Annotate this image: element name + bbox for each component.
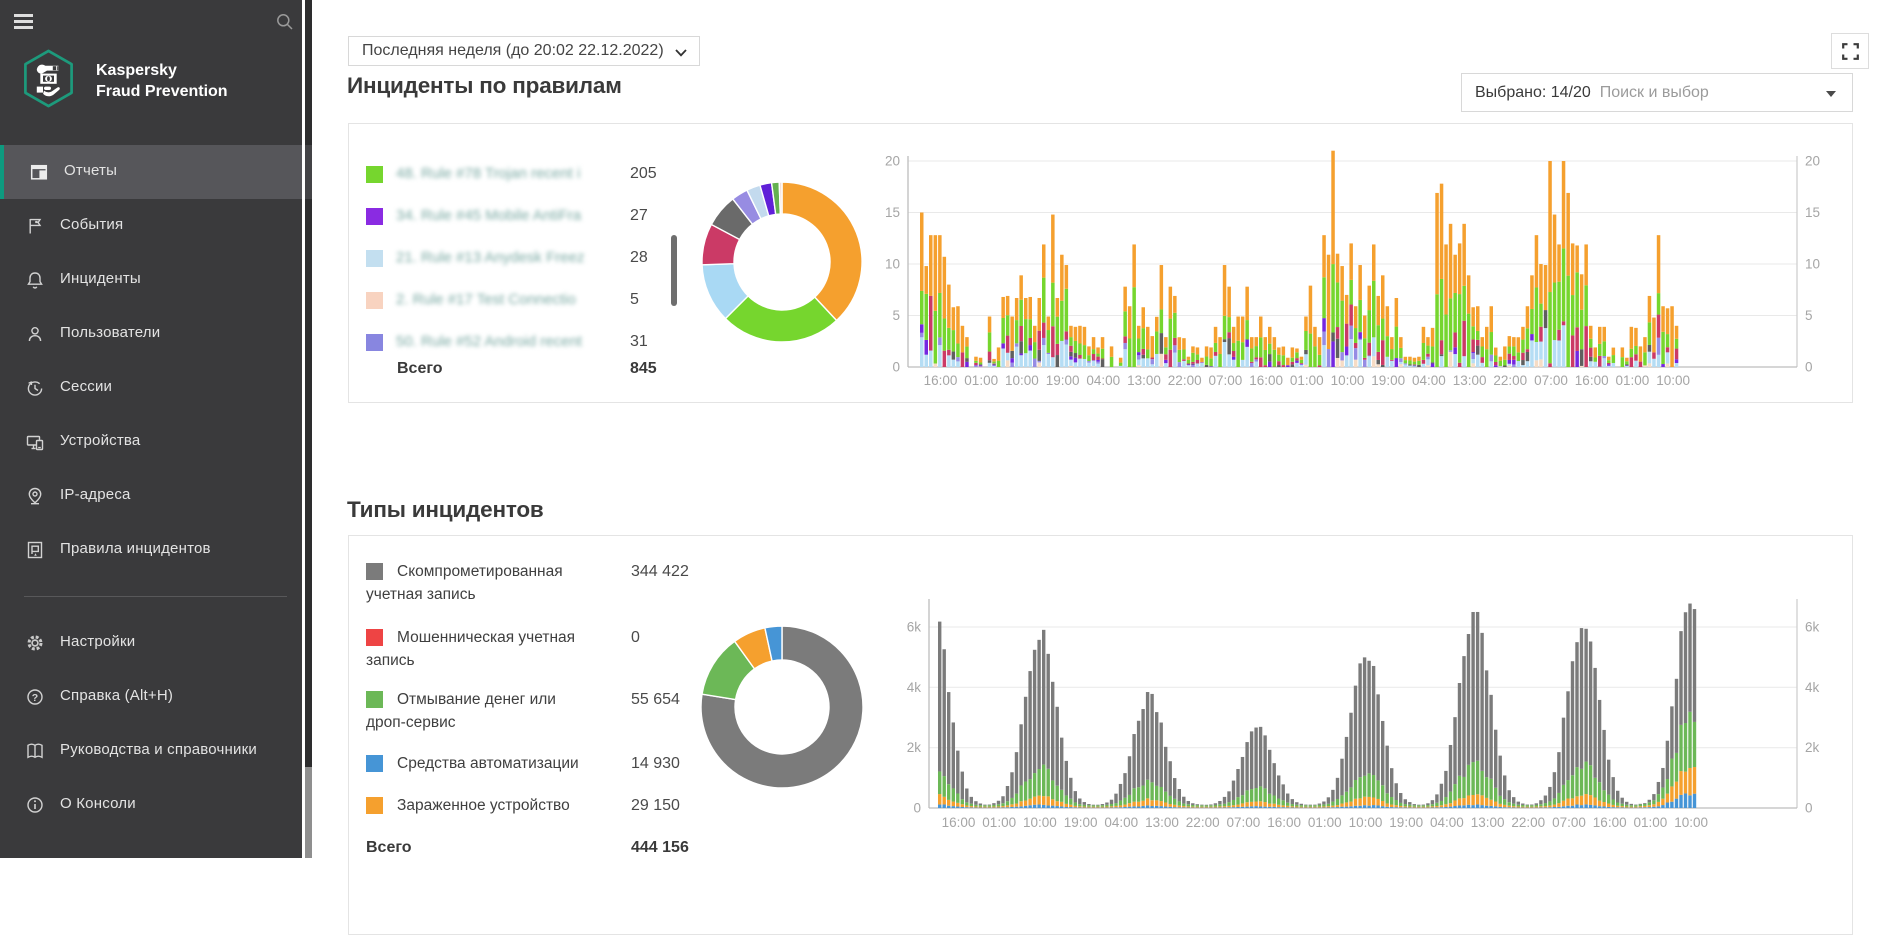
svg-text:16:00: 16:00 [1593, 815, 1627, 830]
svg-text:?: ? [32, 692, 38, 704]
svg-text:20: 20 [1805, 154, 1820, 169]
svg-text:4k: 4k [907, 680, 922, 695]
svg-text:01:00: 01:00 [964, 373, 998, 388]
svg-text:22:00: 22:00 [1186, 815, 1220, 830]
svg-text:10:00: 10:00 [1331, 373, 1365, 388]
svg-text:13:00: 13:00 [1127, 373, 1161, 388]
svg-text:01:00: 01:00 [1308, 815, 1342, 830]
svg-text:6k: 6k [1805, 620, 1820, 635]
svg-text:4k: 4k [1805, 680, 1820, 695]
svg-text:16:00: 16:00 [1575, 373, 1609, 388]
svg-text:20: 20 [885, 154, 900, 169]
svg-text:19:00: 19:00 [1064, 815, 1098, 830]
svg-text:04:00: 04:00 [1412, 373, 1446, 388]
svg-text:22:00: 22:00 [1511, 815, 1545, 830]
svg-text:19:00: 19:00 [1371, 373, 1405, 388]
svg-text:5: 5 [892, 308, 900, 323]
svg-text:16:00: 16:00 [1267, 815, 1301, 830]
svg-text:16:00: 16:00 [1249, 373, 1283, 388]
svg-text:6k: 6k [907, 620, 922, 635]
svg-text:22:00: 22:00 [1168, 373, 1202, 388]
svg-text:13:00: 13:00 [1471, 815, 1505, 830]
svg-text:0: 0 [892, 360, 900, 375]
svg-text:07:00: 07:00 [1552, 815, 1586, 830]
svg-text:5: 5 [1805, 308, 1813, 323]
svg-text:0: 0 [1805, 801, 1813, 816]
svg-text:15: 15 [885, 205, 900, 220]
svg-text:16:00: 16:00 [942, 815, 976, 830]
svg-text:10:00: 10:00 [1674, 815, 1708, 830]
svg-text:01:00: 01:00 [982, 815, 1016, 830]
svg-text:19:00: 19:00 [1389, 815, 1423, 830]
svg-text:16:00: 16:00 [924, 373, 958, 388]
svg-text:04:00: 04:00 [1430, 815, 1464, 830]
svg-text:10:00: 10:00 [1023, 815, 1057, 830]
svg-text:15: 15 [1805, 205, 1820, 220]
svg-text:01:00: 01:00 [1616, 373, 1650, 388]
svg-text:22:00: 22:00 [1493, 373, 1527, 388]
svg-text:10:00: 10:00 [1005, 373, 1039, 388]
svg-text:07:00: 07:00 [1227, 815, 1261, 830]
svg-text:10: 10 [1805, 257, 1820, 272]
svg-text:07:00: 07:00 [1209, 373, 1243, 388]
svg-text:01:00: 01:00 [1290, 373, 1324, 388]
svg-text:0: 0 [913, 801, 921, 816]
svg-text:2k: 2k [1805, 740, 1820, 755]
svg-text:2k: 2k [907, 740, 922, 755]
svg-text:04:00: 04:00 [1104, 815, 1138, 830]
svg-text:01:00: 01:00 [1634, 815, 1668, 830]
svg-text:10:00: 10:00 [1349, 815, 1383, 830]
svg-text:13:00: 13:00 [1145, 815, 1179, 830]
svg-text:13:00: 13:00 [1453, 373, 1487, 388]
svg-text:0: 0 [1805, 360, 1813, 375]
svg-text:10: 10 [885, 257, 900, 272]
svg-text:07:00: 07:00 [1534, 373, 1568, 388]
svg-text:19:00: 19:00 [1046, 373, 1080, 388]
svg-text:04:00: 04:00 [1086, 373, 1120, 388]
svg-text:10:00: 10:00 [1656, 373, 1690, 388]
